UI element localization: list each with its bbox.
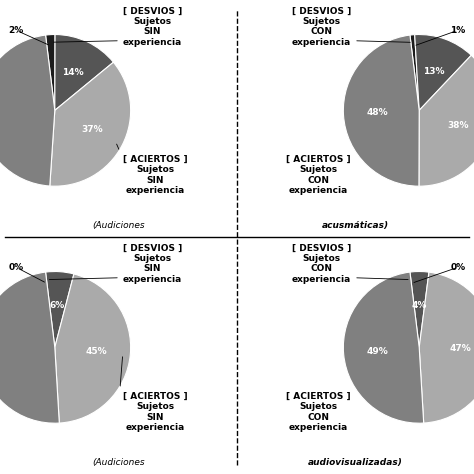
Wedge shape — [46, 272, 55, 347]
Text: [ ACIERTOS ]
Sujetos
SIN
experiencia: [ ACIERTOS ] Sujetos SIN experiencia — [123, 155, 188, 195]
Text: 45%: 45% — [85, 347, 107, 356]
Wedge shape — [343, 35, 419, 186]
Text: 6%: 6% — [50, 301, 65, 310]
Text: [ DESVIOS ]
Sujetos
CON
experiencia: [ DESVIOS ] Sujetos CON experiencia — [292, 7, 351, 47]
Text: audiovisualizadas): audiovisualizadas) — [308, 458, 403, 467]
Text: (Audiciones: (Audiciones — [92, 221, 145, 230]
Text: acusmáticas): acusmáticas) — [322, 221, 389, 230]
Wedge shape — [0, 272, 59, 423]
Text: [ ACIERTOS ]
Sujetos
CON
experiencia: [ ACIERTOS ] Sujetos CON experiencia — [286, 155, 351, 195]
Text: 4%: 4% — [411, 301, 427, 310]
Text: [ DESVIOS ]
Sujetos
CON
experiencia: [ DESVIOS ] Sujetos CON experiencia — [292, 244, 351, 284]
Text: [ DESVIOS ]
Sujetos
SIN
experiencia: [ DESVIOS ] Sujetos SIN experiencia — [123, 244, 182, 284]
Text: 37%: 37% — [81, 125, 103, 134]
Wedge shape — [343, 272, 424, 423]
Wedge shape — [419, 272, 474, 423]
Text: 0%: 0% — [9, 263, 24, 272]
Wedge shape — [50, 62, 131, 186]
Text: [ ACIERTOS ]
Sujetos
CON
experiencia: [ ACIERTOS ] Sujetos CON experiencia — [286, 392, 351, 432]
Text: 48%: 48% — [367, 109, 388, 118]
Text: [ DESVIOS ]
Sujetos
SIN
experiencia: [ DESVIOS ] Sujetos SIN experiencia — [123, 7, 182, 47]
Text: 1%: 1% — [450, 26, 465, 35]
Text: 38%: 38% — [447, 121, 469, 130]
Wedge shape — [0, 35, 55, 186]
Text: 49%: 49% — [367, 346, 389, 356]
Wedge shape — [415, 35, 471, 110]
Wedge shape — [46, 35, 55, 110]
Text: [ ACIERTOS ]
Sujetos
SIN
experiencia: [ ACIERTOS ] Sujetos SIN experiencia — [123, 392, 188, 432]
Text: 2%: 2% — [9, 26, 24, 35]
Wedge shape — [410, 272, 429, 347]
Wedge shape — [55, 35, 113, 110]
Text: 47%: 47% — [450, 344, 472, 353]
Wedge shape — [410, 35, 419, 110]
Text: 14%: 14% — [62, 68, 83, 77]
Wedge shape — [419, 55, 474, 186]
Text: 0%: 0% — [450, 263, 465, 272]
Wedge shape — [410, 272, 419, 347]
Wedge shape — [55, 274, 131, 423]
Text: (Audiciones: (Audiciones — [92, 458, 145, 467]
Wedge shape — [46, 272, 74, 347]
Text: 13%: 13% — [423, 67, 444, 76]
